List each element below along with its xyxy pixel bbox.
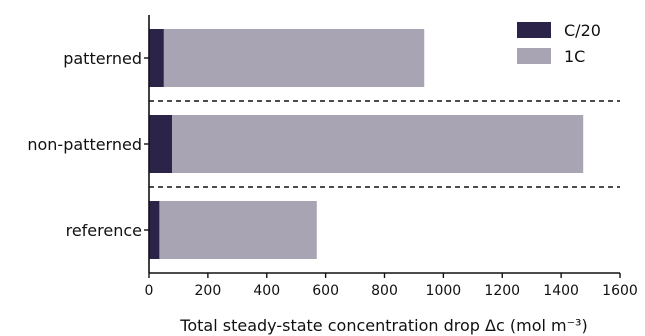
bars xyxy=(149,29,584,259)
bar-c-20-patterned xyxy=(149,29,164,87)
bar-c-20-reference xyxy=(149,201,160,259)
x-tick-label: 400 xyxy=(253,283,280,299)
category-label: non-patterned xyxy=(27,135,142,154)
x-tick-label: 1400 xyxy=(543,283,579,299)
x-tick-label: 200 xyxy=(195,283,222,299)
legend-swatch-1c xyxy=(517,48,551,64)
legend-label-1c: 1C xyxy=(564,47,585,66)
x-tick-label: 0 xyxy=(145,283,154,299)
bar-1c-reference xyxy=(149,201,317,259)
x-tick-label: 1000 xyxy=(426,283,462,299)
x-tick-label: 600 xyxy=(312,283,339,299)
category-labels: patterned non-patterned reference xyxy=(27,49,149,240)
x-ticks: 0 200 400 600 800 1000 1200 1400 1600 xyxy=(145,273,638,299)
x-tick-label: 1200 xyxy=(484,283,520,299)
x-axis-title: Total steady-state concentration drop Δc… xyxy=(179,316,587,335)
bar-1c-patterned xyxy=(149,29,425,87)
category-separators xyxy=(149,100,620,188)
legend-label-c-20: C/20 xyxy=(564,21,601,40)
category-label: patterned xyxy=(63,49,142,68)
bar-1c-non-patterned xyxy=(149,115,584,173)
x-tick-label: 1600 xyxy=(602,283,638,299)
x-tick-label: 800 xyxy=(371,283,398,299)
legend: C/20 1C xyxy=(517,21,601,66)
bar-c-20-non-patterned xyxy=(149,115,172,173)
category-label: reference xyxy=(66,221,142,240)
legend-swatch-c-20 xyxy=(517,22,551,38)
